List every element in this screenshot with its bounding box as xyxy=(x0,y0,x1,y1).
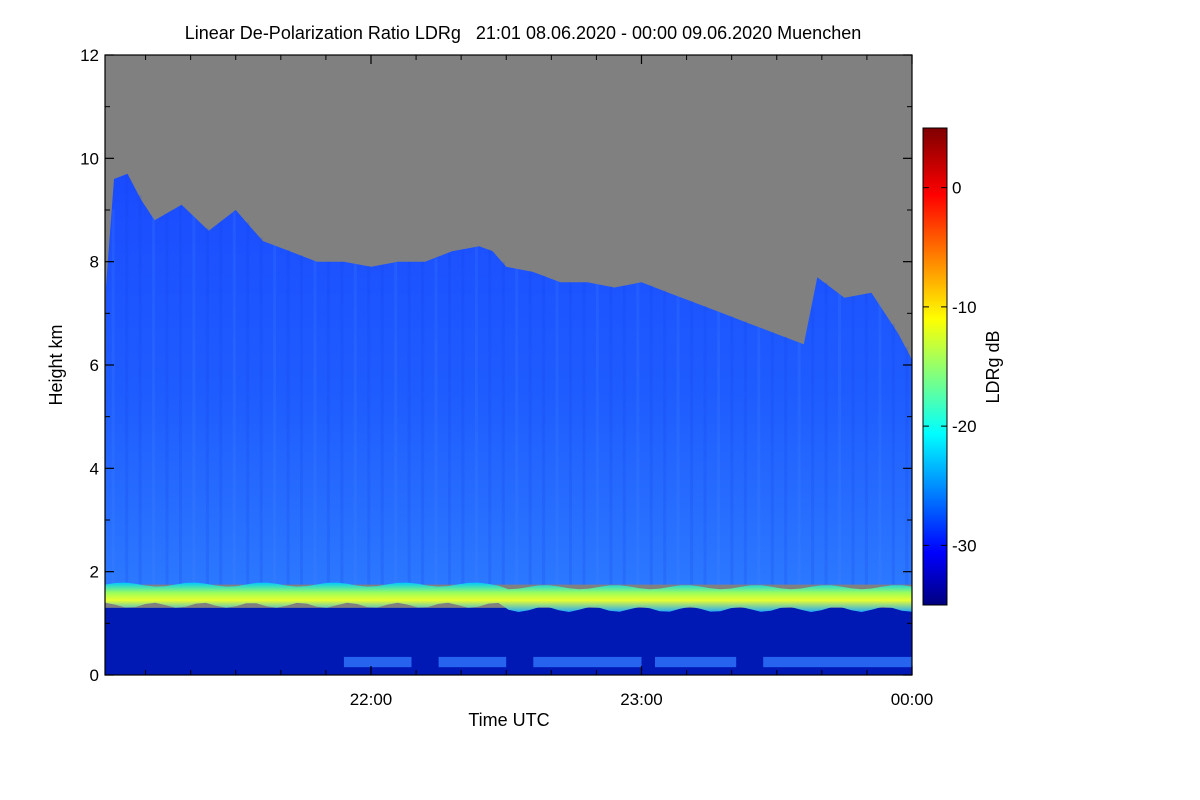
cloud-streak xyxy=(905,347,909,585)
colorbar-tick-label: -20 xyxy=(952,417,977,436)
cloud-streak xyxy=(152,216,156,585)
colorbar-ticks: 0 -10 -20 -30 xyxy=(923,179,977,555)
y-tick-label: 0 xyxy=(90,666,99,685)
cloud-streak xyxy=(421,261,425,585)
cloud-streak xyxy=(232,212,236,585)
y-axis-label: Height km xyxy=(46,324,66,405)
speckle-segment xyxy=(343,656,412,668)
cloud-streak xyxy=(219,222,223,585)
y-tick-label: 10 xyxy=(80,149,99,168)
colorbar-tick-label: -30 xyxy=(952,536,977,555)
cloud-streak xyxy=(717,311,720,585)
y-axis: 0 2 4 6 8 10 12 xyxy=(80,46,912,685)
cloud-streak xyxy=(636,283,640,585)
cloud-streak xyxy=(488,249,492,585)
cloud-streak xyxy=(838,293,841,585)
cloud-streak xyxy=(797,342,801,585)
cloud-streak xyxy=(407,261,411,585)
plot-area xyxy=(105,55,912,675)
cloud-streak xyxy=(891,323,895,585)
cloud-streak xyxy=(676,295,680,585)
cloud-streak xyxy=(811,307,815,585)
cloud-streak xyxy=(111,209,115,585)
x-axis-label: Time UTC xyxy=(468,710,549,730)
cloud-streak xyxy=(394,262,398,585)
y-tick-label: 8 xyxy=(90,253,99,272)
x-tick-label: 00:00 xyxy=(891,690,934,709)
cloud-streak xyxy=(179,206,182,585)
near-ground-speckles xyxy=(343,656,912,668)
cloud-streak xyxy=(448,252,451,585)
cloud-streak xyxy=(730,316,734,585)
cloud-streak xyxy=(501,261,505,585)
cloud-streak xyxy=(461,249,465,585)
cloud-streak xyxy=(259,237,263,585)
cloud-streak xyxy=(353,263,357,585)
colorbar: 0 -10 -20 -30 LDRg dB xyxy=(922,127,1003,606)
cloud-streak xyxy=(824,282,828,585)
speckle-segment xyxy=(763,656,912,668)
x-tick-label: 23:00 xyxy=(620,690,663,709)
speckle-segment xyxy=(533,656,642,668)
cloud-streak xyxy=(326,261,330,585)
boundary-layer-top-band xyxy=(105,582,912,612)
cloud-streak xyxy=(380,265,384,585)
y-tick-label: 12 xyxy=(80,46,99,65)
colorbar-tick-label: -10 xyxy=(952,298,977,317)
colorbar-label: LDRg dB xyxy=(983,330,1003,403)
cloud-streak xyxy=(878,303,882,585)
cloud-streak xyxy=(515,268,519,585)
cloud-streak xyxy=(165,214,169,585)
x-tick-label: 22:00 xyxy=(350,690,393,709)
cloud-streak xyxy=(286,250,290,585)
cloud-streak xyxy=(125,174,129,585)
cloud-streak xyxy=(474,247,478,585)
cloud-streak xyxy=(528,271,532,585)
cloud-streak xyxy=(569,282,572,585)
speckle-segment xyxy=(438,656,507,668)
cloud-streak xyxy=(743,321,747,585)
cloud-streak xyxy=(138,195,142,585)
cloud-streak xyxy=(205,228,209,585)
y-tick-label: 6 xyxy=(90,356,99,375)
cloud-streak xyxy=(595,284,599,585)
cloud-streak xyxy=(340,261,344,585)
speckle-segment xyxy=(655,656,737,668)
cloud-streak xyxy=(649,285,653,585)
cloud-streaks xyxy=(111,174,909,585)
cloud-streak xyxy=(434,258,438,585)
cloud-streak xyxy=(663,290,667,585)
cloud-streak xyxy=(622,285,626,585)
cloud-streak xyxy=(300,255,303,585)
cloud-streak xyxy=(313,260,317,585)
chart-title: Linear De-Polarization Ratio LDRg 21:01 … xyxy=(185,23,861,43)
cloud-streak xyxy=(690,300,694,585)
y-tick-label: 4 xyxy=(90,459,99,478)
cloud-streak xyxy=(851,296,855,585)
cloud-streak xyxy=(757,326,761,585)
cloud-streak xyxy=(542,275,546,585)
cloud-streak xyxy=(770,331,774,585)
cloud-streak xyxy=(246,222,250,585)
cloud-streak xyxy=(273,244,277,585)
cirrus-cloud-layer xyxy=(105,173,912,585)
cloud-streak xyxy=(367,266,371,585)
cloud-streak xyxy=(784,336,788,585)
cloud-streak xyxy=(864,293,868,585)
cloud-streak xyxy=(192,215,196,585)
cloud-streak xyxy=(555,280,559,585)
y-tick-label: 2 xyxy=(90,563,99,582)
colorbar-tick-label: 0 xyxy=(952,179,961,198)
cloud-streak xyxy=(609,286,613,585)
colorbar-gradient xyxy=(922,127,948,606)
x-axis: 22:00 23:00 00:00 xyxy=(145,55,934,709)
cloud-streak xyxy=(703,306,707,585)
cloud-streak xyxy=(582,282,586,585)
